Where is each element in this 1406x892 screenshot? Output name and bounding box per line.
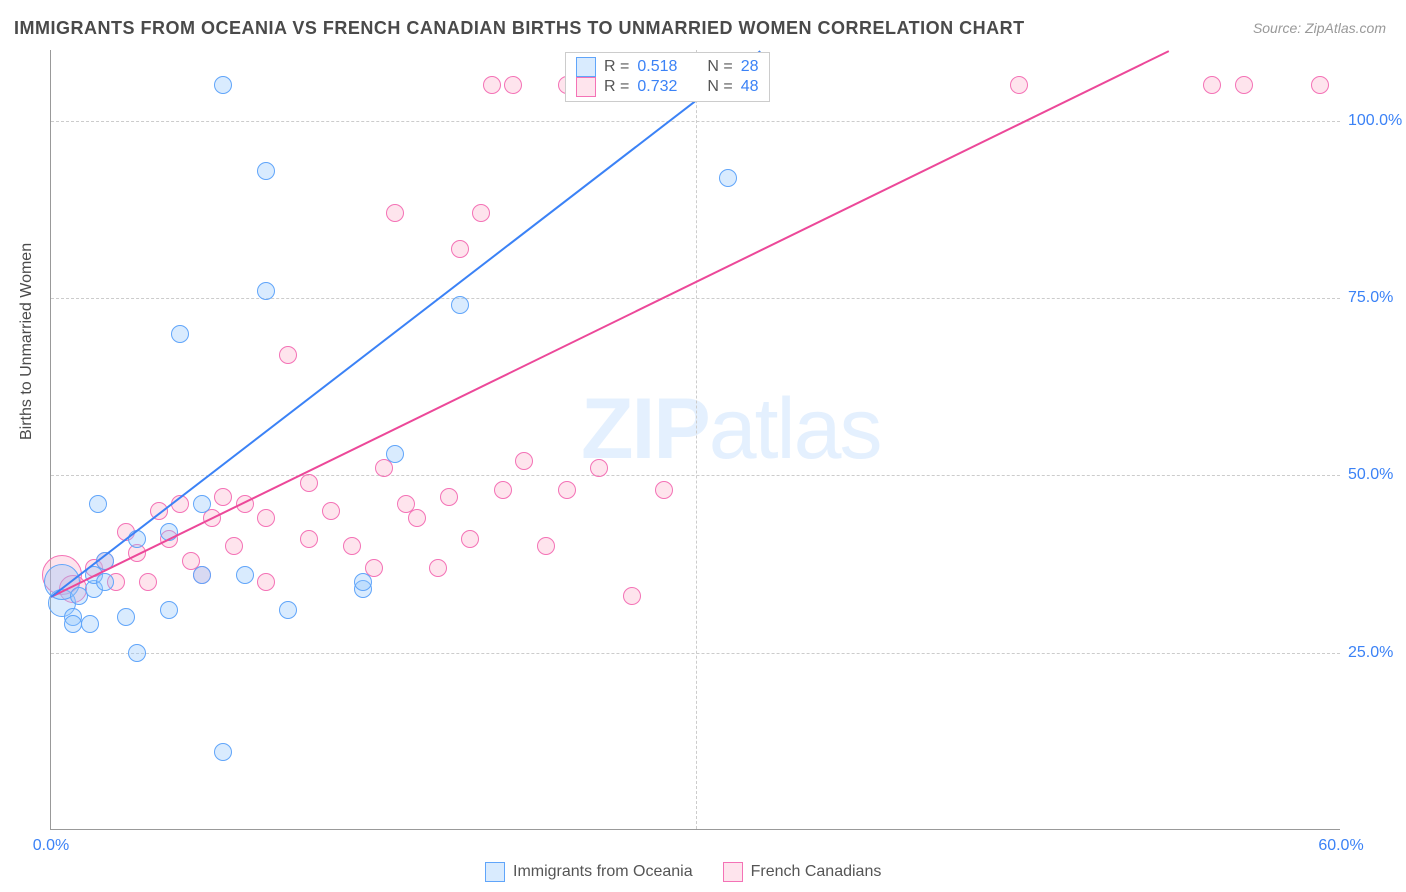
legend-r-value: 0.732 bbox=[637, 78, 677, 96]
data-point bbox=[655, 481, 673, 499]
correlation-legend: R = 0.518 N = 28 R = 0.732 N = 48 bbox=[565, 52, 770, 102]
legend-row: R = 0.732 N = 48 bbox=[576, 77, 759, 97]
data-point bbox=[300, 474, 318, 492]
data-point bbox=[537, 537, 555, 555]
legend-swatch-icon bbox=[576, 57, 596, 77]
x-tick-label: 60.0% bbox=[1318, 837, 1363, 855]
grid-line-vertical bbox=[696, 50, 697, 829]
data-point bbox=[440, 488, 458, 506]
data-point bbox=[429, 559, 447, 577]
data-point bbox=[494, 481, 512, 499]
legend-r-value: 0.518 bbox=[637, 58, 677, 76]
data-point bbox=[279, 601, 297, 619]
data-point bbox=[81, 615, 99, 633]
y-tick-label: 25.0% bbox=[1348, 644, 1398, 662]
data-point bbox=[214, 743, 232, 761]
legend-swatch-icon bbox=[485, 862, 505, 882]
legend-item-label: French Canadians bbox=[751, 863, 882, 881]
data-point bbox=[590, 459, 608, 477]
series-legend: Immigrants from Oceania French Canadians bbox=[485, 862, 881, 882]
legend-item: French Canadians bbox=[723, 862, 882, 882]
trend-line bbox=[50, 50, 761, 598]
data-point bbox=[257, 282, 275, 300]
data-point bbox=[117, 608, 135, 626]
y-tick-label: 100.0% bbox=[1348, 112, 1398, 130]
data-point bbox=[1203, 76, 1221, 94]
legend-r-label: R = bbox=[604, 78, 629, 96]
legend-n-label: N = bbox=[707, 58, 732, 76]
legend-n-label: N = bbox=[707, 78, 732, 96]
data-point bbox=[461, 530, 479, 548]
watermark: ZIPatlas bbox=[581, 380, 880, 479]
watermark-suffix: atlas bbox=[709, 381, 881, 477]
legend-swatch-icon bbox=[723, 862, 743, 882]
data-point bbox=[472, 204, 490, 222]
legend-row: R = 0.518 N = 28 bbox=[576, 57, 759, 77]
x-tick-label: 0.0% bbox=[33, 837, 69, 855]
data-point bbox=[1235, 76, 1253, 94]
legend-item-label: Immigrants from Oceania bbox=[513, 863, 693, 881]
data-point bbox=[128, 644, 146, 662]
data-point bbox=[504, 76, 522, 94]
data-point bbox=[257, 573, 275, 591]
y-tick-label: 50.0% bbox=[1348, 466, 1398, 484]
data-point bbox=[322, 502, 340, 520]
data-point bbox=[1010, 76, 1028, 94]
data-point bbox=[719, 169, 737, 187]
data-point bbox=[558, 481, 576, 499]
data-point bbox=[300, 530, 318, 548]
data-point bbox=[451, 296, 469, 314]
data-point bbox=[89, 495, 107, 513]
data-point bbox=[193, 566, 211, 584]
data-point bbox=[171, 325, 189, 343]
data-point bbox=[279, 346, 297, 364]
data-point bbox=[139, 573, 157, 591]
legend-r-label: R = bbox=[604, 58, 629, 76]
legend-n-value: 28 bbox=[741, 58, 759, 76]
data-point bbox=[214, 488, 232, 506]
data-point bbox=[354, 573, 372, 591]
y-tick-label: 75.0% bbox=[1348, 289, 1398, 307]
data-point bbox=[214, 76, 232, 94]
data-point bbox=[257, 162, 275, 180]
data-point bbox=[386, 204, 404, 222]
legend-swatch-icon bbox=[576, 77, 596, 97]
data-point bbox=[193, 495, 211, 513]
legend-n-value: 48 bbox=[741, 78, 759, 96]
data-point bbox=[96, 573, 114, 591]
data-point bbox=[257, 509, 275, 527]
plot-area: ZIPatlas 25.0%50.0%75.0%100.0%0.0%60.0% bbox=[50, 50, 1340, 830]
data-point bbox=[1311, 76, 1329, 94]
data-point bbox=[408, 509, 426, 527]
data-point bbox=[451, 240, 469, 258]
data-point bbox=[483, 76, 501, 94]
data-point bbox=[386, 445, 404, 463]
data-point bbox=[623, 587, 641, 605]
data-point bbox=[236, 566, 254, 584]
trend-line bbox=[51, 50, 1170, 598]
data-point bbox=[515, 452, 533, 470]
data-point bbox=[64, 615, 82, 633]
chart-title: IMMIGRANTS FROM OCEANIA VS FRENCH CANADI… bbox=[14, 18, 1025, 39]
data-point bbox=[343, 537, 361, 555]
data-point bbox=[225, 537, 243, 555]
legend-item: Immigrants from Oceania bbox=[485, 862, 693, 882]
y-axis-label: Births to Unmarried Women bbox=[18, 243, 36, 440]
source-label: Source: ZipAtlas.com bbox=[1253, 20, 1386, 36]
data-point bbox=[160, 601, 178, 619]
